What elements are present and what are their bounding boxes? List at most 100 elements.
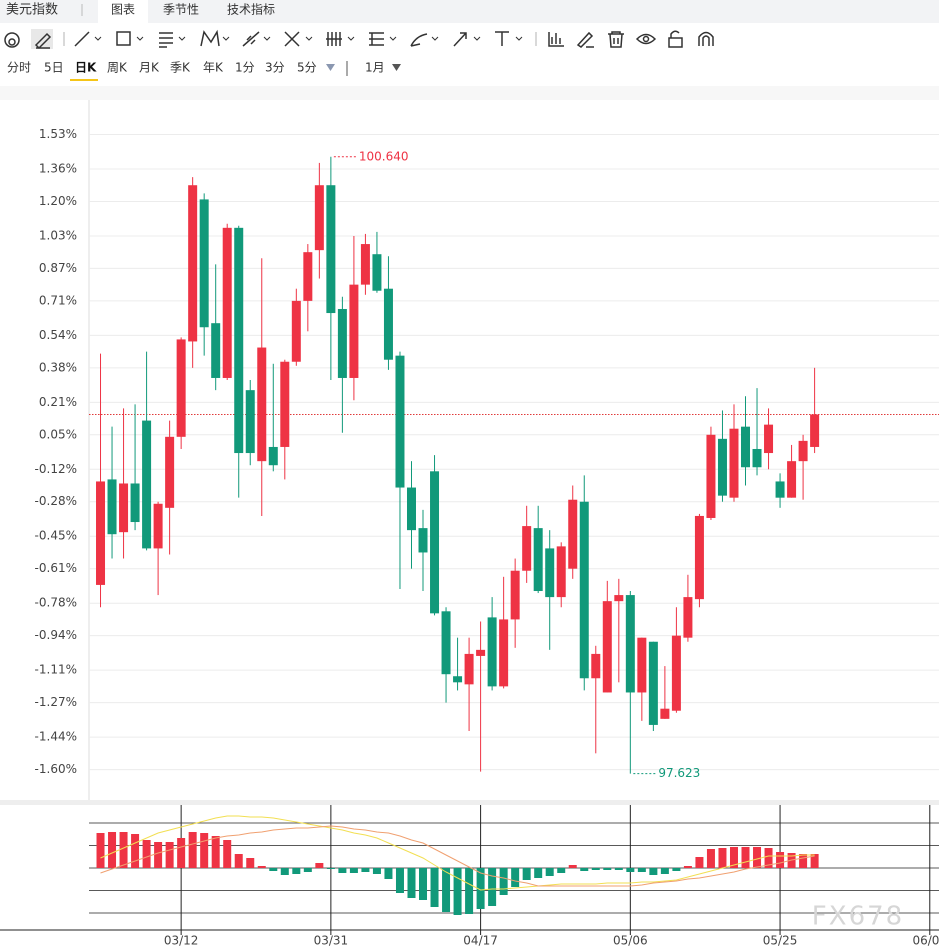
icon-chart[interactable] xyxy=(548,32,564,47)
icon-edit[interactable] xyxy=(576,31,594,48)
tab[interactable]: 技术指标 xyxy=(227,2,275,17)
macd-bar xyxy=(649,868,658,875)
y-tick-label: -0.45% xyxy=(35,529,77,543)
icon-fib[interactable] xyxy=(242,31,271,47)
period[interactable]: 分时 xyxy=(7,61,31,75)
candle-body xyxy=(545,548,555,598)
range-select[interactable]: 1月 xyxy=(365,61,385,75)
candle-body xyxy=(234,227,244,454)
candle-body xyxy=(303,252,313,301)
macd-bar xyxy=(154,842,163,868)
macd-bar xyxy=(384,868,393,879)
candle-body xyxy=(683,597,693,638)
macd-bar xyxy=(165,842,174,868)
y-tick-label: 1.03% xyxy=(39,228,77,242)
macd-bar xyxy=(442,868,451,912)
y-tick-label: -1.27% xyxy=(35,695,77,709)
candle-body xyxy=(360,244,370,285)
period[interactable]: 5分 xyxy=(297,61,317,75)
icon-brush[interactable] xyxy=(410,33,439,47)
macd-bar xyxy=(200,833,209,868)
toolbar xyxy=(4,29,714,50)
macd-bar xyxy=(119,832,128,868)
dropdown-arrow[interactable] xyxy=(392,64,401,71)
icon-eye[interactable] xyxy=(635,33,657,45)
macd-bar xyxy=(614,868,623,870)
icon-gann[interactable] xyxy=(284,31,313,47)
candle-body xyxy=(406,487,416,531)
y-tick-label: -0.28% xyxy=(35,494,77,508)
macd-bar xyxy=(326,868,335,869)
macd-bar xyxy=(142,840,151,868)
icon-bars[interactable] xyxy=(326,32,355,46)
y-tick-label: 1.20% xyxy=(39,194,77,208)
candle-body xyxy=(614,595,624,602)
y-tick-label: -1.60% xyxy=(35,762,77,776)
macd-bar xyxy=(407,868,416,898)
candle-body xyxy=(510,570,520,620)
x-tick-label: 03/12 xyxy=(164,934,199,948)
dropdown-arrow[interactable] xyxy=(326,64,335,71)
y-tick-label: 1.36% xyxy=(39,161,77,175)
y-tick-label: 0.21% xyxy=(39,395,77,409)
candle-body xyxy=(625,595,635,693)
candle-body xyxy=(280,361,290,447)
period-active[interactable]: 日K xyxy=(75,61,97,75)
tab[interactable]: 图表 xyxy=(111,3,135,17)
candle-body xyxy=(119,483,129,533)
icon-magnet2[interactable] xyxy=(698,31,714,47)
candle-body xyxy=(430,471,440,614)
macd-bar xyxy=(545,868,554,876)
macd-bar xyxy=(488,868,497,906)
icon-line[interactable] xyxy=(74,31,102,47)
icon-range[interactable] xyxy=(369,32,397,46)
icon-lock[interactable] xyxy=(668,30,683,48)
period[interactable]: 周K xyxy=(107,61,128,75)
macd-bar xyxy=(718,848,727,868)
candle-body xyxy=(453,676,463,683)
macd-bar xyxy=(522,868,531,880)
y-tick-label: -0.78% xyxy=(35,596,77,610)
macd-bar xyxy=(303,868,312,872)
period[interactable]: 年K xyxy=(203,61,224,75)
macd-bar xyxy=(683,866,692,868)
icon-rect[interactable] xyxy=(116,31,144,46)
candle-body xyxy=(671,635,681,711)
period[interactable]: 1分 xyxy=(235,61,255,75)
macd-bar xyxy=(476,868,485,909)
candle-body xyxy=(245,390,255,454)
candle-body xyxy=(741,426,751,468)
icon-magnet[interactable] xyxy=(4,32,20,48)
candle-body xyxy=(648,641,658,725)
period[interactable]: 季K xyxy=(170,61,191,75)
tab[interactable]: 季节性 xyxy=(163,3,199,17)
macd-bar xyxy=(234,854,243,868)
active-tab-bg xyxy=(98,0,148,23)
candle-body xyxy=(130,483,140,523)
x-tick-label: 06/07 xyxy=(912,934,939,948)
icon-pattern[interactable] xyxy=(200,29,230,47)
icon-lines[interactable] xyxy=(159,32,186,48)
macd-bar xyxy=(349,868,358,873)
macd-bar xyxy=(372,868,381,874)
macd-bar xyxy=(695,857,704,868)
candle-body xyxy=(257,347,267,462)
period[interactable]: 月K xyxy=(139,61,160,75)
candle-body xyxy=(441,611,451,675)
candle-body xyxy=(383,288,393,360)
candle-body xyxy=(268,446,278,466)
icon-trash[interactable] xyxy=(608,31,624,48)
y-tick-label: 0.54% xyxy=(39,328,77,342)
icon-pen[interactable] xyxy=(34,32,52,50)
icon-arrow[interactable] xyxy=(453,32,481,47)
icon-text[interactable] xyxy=(495,31,523,46)
candle-body xyxy=(499,619,509,687)
period[interactable]: 3分 xyxy=(265,61,285,75)
macd-bar xyxy=(419,868,428,900)
period[interactable]: 5日 xyxy=(44,61,64,75)
macd-bar xyxy=(660,868,669,874)
candle-body xyxy=(176,339,186,437)
macd-bar xyxy=(453,868,462,915)
